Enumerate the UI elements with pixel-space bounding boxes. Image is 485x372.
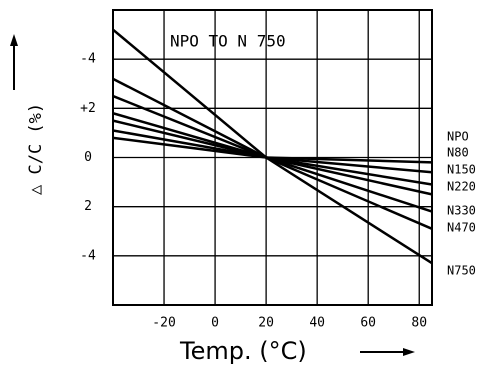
- legend-label: N330: [447, 204, 476, 218]
- y-tick-label: 2: [84, 199, 92, 214]
- legend-label: N470: [447, 221, 476, 235]
- x-tick-label: 40: [309, 316, 325, 331]
- y-tick-label: -4: [80, 52, 96, 67]
- y-tick-label: -4: [80, 248, 96, 263]
- x-axis-title: Temp. (°C): [179, 337, 307, 365]
- y-tick-label: 0: [84, 150, 92, 165]
- x-tick-label: 60: [360, 316, 376, 331]
- legend-label: NPO: [447, 130, 469, 144]
- line: [112, 94, 433, 213]
- x-tick-label: -20: [152, 316, 175, 331]
- legend-label: N80: [447, 146, 469, 160]
- y-arrow-head: [10, 34, 18, 46]
- line: [112, 112, 433, 196]
- line: [112, 119, 433, 186]
- line: [112, 129, 433, 174]
- legend-label: N750: [447, 264, 476, 278]
- chart-title: NPO TO N 750: [170, 32, 286, 51]
- line: [112, 28, 433, 265]
- x-tick-label: 20: [258, 316, 274, 331]
- legend-label: N150: [447, 163, 476, 177]
- title-box: [163, 25, 303, 57]
- legend-label: N220: [447, 180, 476, 194]
- x-tick-label: 0: [211, 316, 219, 331]
- x-tick-label: 80: [411, 316, 427, 331]
- y-axis-title: △ C/C (%): [26, 103, 46, 195]
- y-tick-label: +2: [80, 101, 96, 116]
- x-arrow-head: [403, 348, 415, 356]
